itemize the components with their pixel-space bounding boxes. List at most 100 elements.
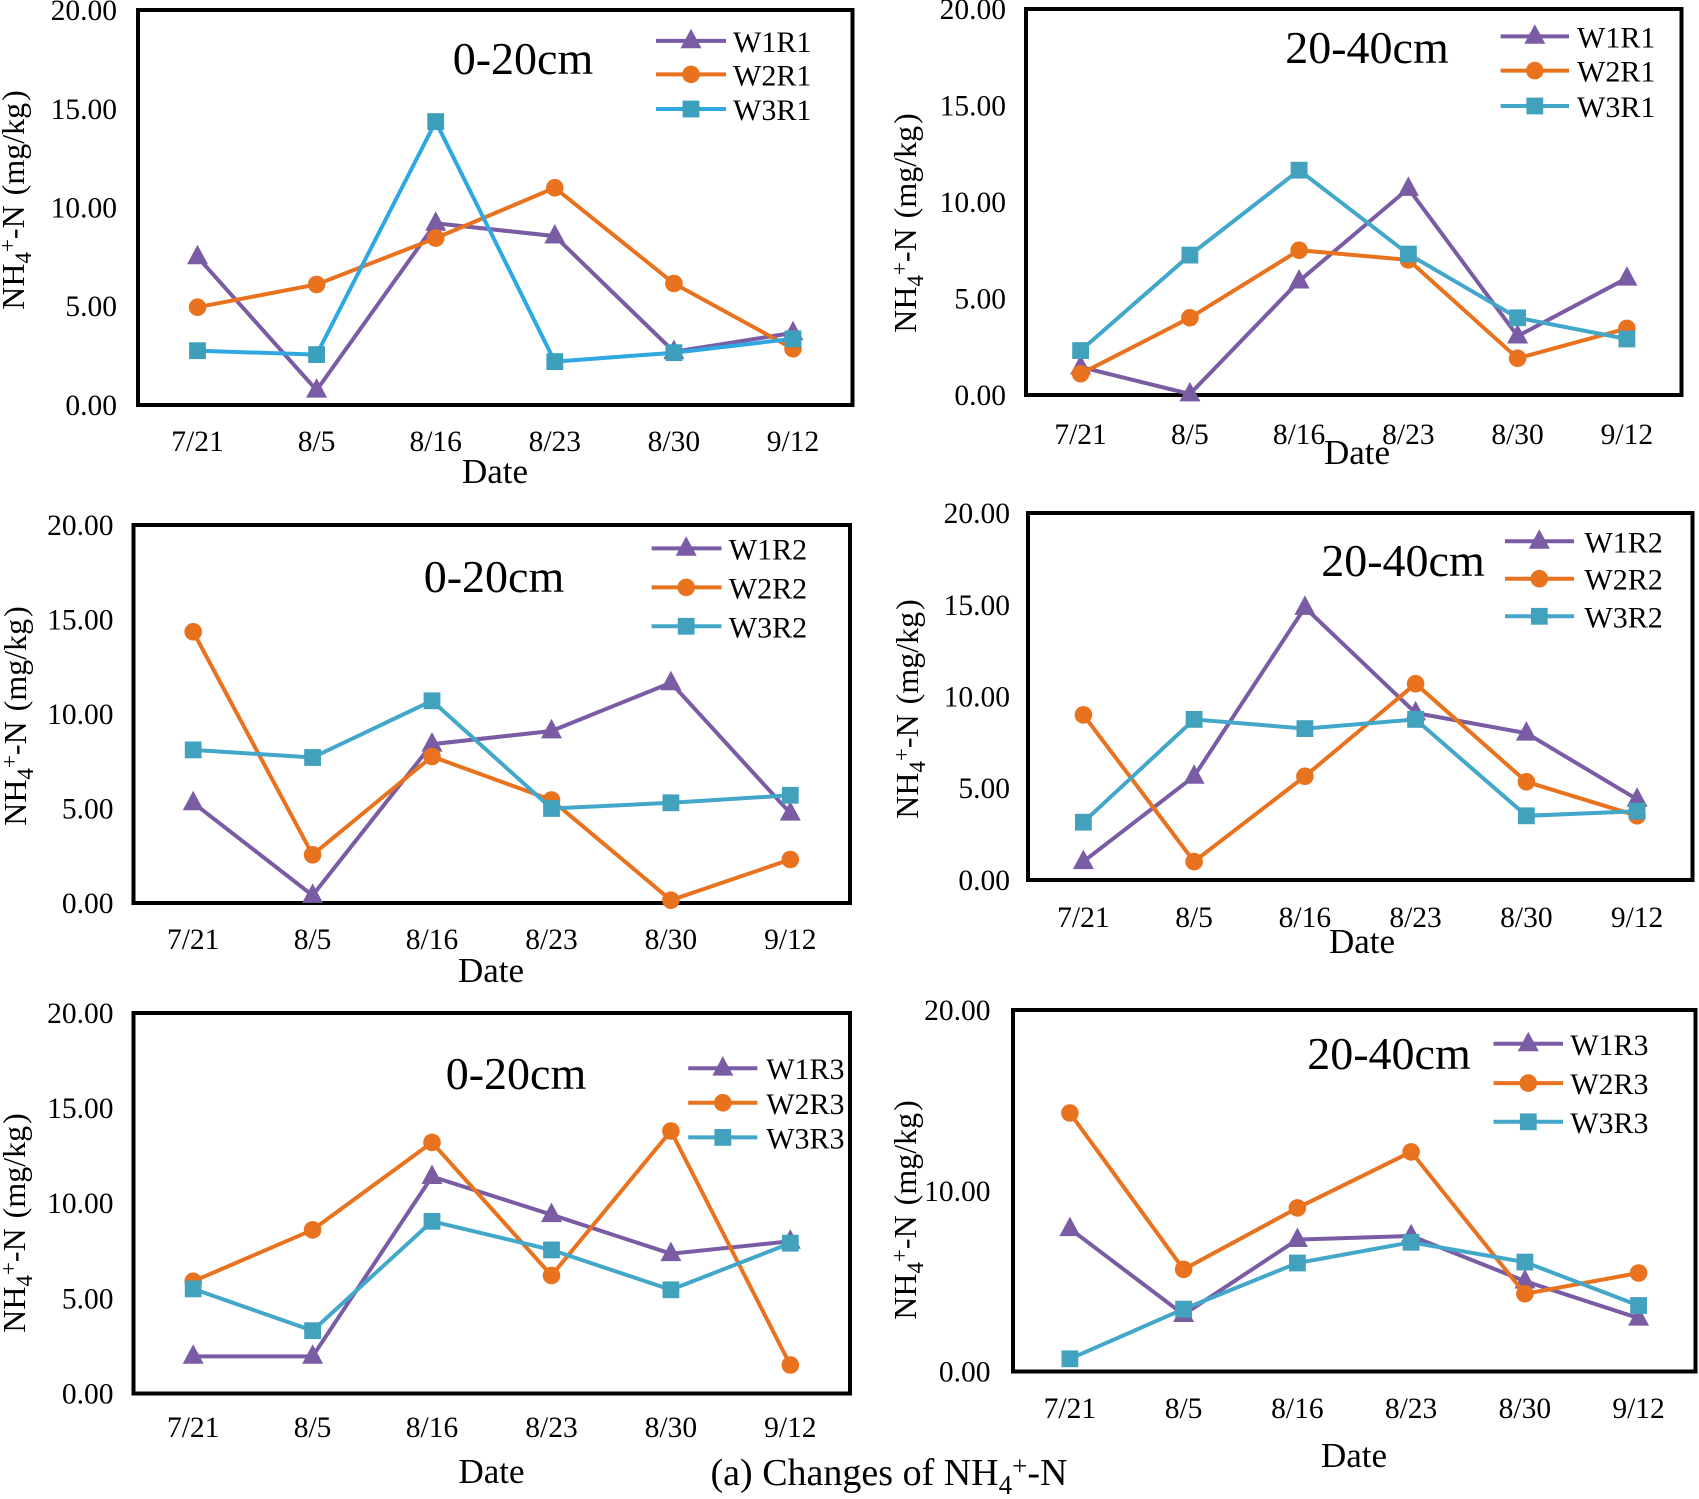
svg-text:Date: Date <box>458 951 524 990</box>
svg-text:0.00: 0.00 <box>954 380 1006 412</box>
svg-text:9/12: 9/12 <box>767 426 819 458</box>
svg-text:7/21: 7/21 <box>167 924 219 956</box>
svg-text:NH4+-N (mg/kg): NH4+-N (mg/kg) <box>887 113 928 333</box>
svg-text:0.00: 0.00 <box>65 390 117 422</box>
svg-text:8/30: 8/30 <box>645 924 697 956</box>
svg-text:NH4+-N (mg/kg): NH4+-N (mg/kg) <box>889 599 930 819</box>
svg-text:W2R1: W2R1 <box>1577 56 1655 89</box>
svg-text:20.00: 20.00 <box>924 995 990 1027</box>
svg-text:10.00: 10.00 <box>51 193 117 225</box>
svg-text:NH4+-N (mg/kg): NH4+-N (mg/kg) <box>0 90 36 310</box>
svg-text:W1R3: W1R3 <box>1570 1029 1648 1062</box>
svg-text:5.00: 5.00 <box>65 291 117 323</box>
svg-text:W3R1: W3R1 <box>1577 91 1655 124</box>
svg-text:8/5: 8/5 <box>1175 902 1213 934</box>
svg-text:10.00: 10.00 <box>47 1188 113 1220</box>
svg-text:8/23: 8/23 <box>525 1412 577 1444</box>
svg-text:15.00: 15.00 <box>940 91 1006 123</box>
svg-text:Date: Date <box>458 1452 524 1491</box>
svg-text:8/5: 8/5 <box>298 426 336 458</box>
svg-text:W1R2: W1R2 <box>1584 526 1662 559</box>
svg-text:8/16: 8/16 <box>406 1412 458 1444</box>
svg-text:W3R1: W3R1 <box>733 94 811 127</box>
svg-text:9/12: 9/12 <box>1612 1393 1664 1425</box>
svg-text:8/16: 8/16 <box>406 924 458 956</box>
svg-text:8/16: 8/16 <box>1279 902 1331 934</box>
svg-text:8/16: 8/16 <box>409 426 461 458</box>
svg-text:W1R2: W1R2 <box>729 533 807 566</box>
svg-text:W1R3: W1R3 <box>766 1053 844 1086</box>
svg-text:0-20cm: 0-20cm <box>453 33 594 84</box>
svg-text:0-20cm: 0-20cm <box>446 1048 587 1099</box>
svg-text:15.00: 15.00 <box>51 94 117 126</box>
svg-text:W2R2: W2R2 <box>1584 564 1662 597</box>
svg-text:7/21: 7/21 <box>1054 419 1106 451</box>
svg-text:W2R3: W2R3 <box>1570 1068 1648 1101</box>
svg-text:8/23: 8/23 <box>1389 902 1441 934</box>
svg-text:9/12: 9/12 <box>764 924 816 956</box>
svg-text:10.00: 10.00 <box>924 1176 990 1208</box>
svg-text:Date: Date <box>462 452 528 491</box>
svg-text:7/21: 7/21 <box>1057 902 1109 934</box>
svg-text:20-40cm: 20-40cm <box>1285 22 1449 73</box>
svg-text:0.00: 0.00 <box>939 1357 991 1389</box>
svg-text:10.00: 10.00 <box>940 187 1006 219</box>
svg-text:5.00: 5.00 <box>62 794 114 826</box>
svg-text:20-40cm: 20-40cm <box>1307 1028 1471 1079</box>
svg-text:W3R3: W3R3 <box>1570 1107 1648 1140</box>
svg-text:5.00: 5.00 <box>954 284 1006 316</box>
svg-text:10.00: 10.00 <box>944 682 1010 714</box>
svg-text:20.00: 20.00 <box>51 0 117 27</box>
svg-text:7/21: 7/21 <box>167 1412 219 1444</box>
svg-text:W2R1: W2R1 <box>733 59 811 92</box>
svg-text:Date: Date <box>1321 1436 1387 1475</box>
svg-text:Date: Date <box>1329 922 1395 961</box>
svg-text:0.00: 0.00 <box>62 888 114 920</box>
svg-text:NH4+-N (mg/kg): NH4+-N (mg/kg) <box>887 1100 928 1320</box>
svg-text:7/21: 7/21 <box>1044 1393 1096 1425</box>
svg-text:W2R3: W2R3 <box>766 1088 844 1121</box>
svg-text:5.00: 5.00 <box>958 773 1010 805</box>
svg-text:8/30: 8/30 <box>645 1412 697 1444</box>
svg-text:8/5: 8/5 <box>1171 419 1209 451</box>
svg-text:8/16: 8/16 <box>1271 1393 1323 1425</box>
svg-text:8/5: 8/5 <box>294 1412 332 1444</box>
svg-text:NH4+-N (mg/kg): NH4+-N (mg/kg) <box>0 606 38 826</box>
svg-text:15.00: 15.00 <box>944 590 1010 622</box>
svg-text:8/23: 8/23 <box>1385 1393 1437 1425</box>
svg-text:10.00: 10.00 <box>47 699 113 731</box>
svg-text:NH4+-N (mg/kg): NH4+-N (mg/kg) <box>0 1113 37 1333</box>
svg-text:8/23: 8/23 <box>529 426 581 458</box>
svg-text:8/16: 8/16 <box>1273 419 1325 451</box>
svg-text:20.00: 20.00 <box>940 0 1006 26</box>
svg-text:15.00: 15.00 <box>47 1093 113 1125</box>
svg-text:W3R3: W3R3 <box>766 1122 844 1155</box>
svg-text:9/12: 9/12 <box>764 1412 816 1444</box>
svg-text:8/30: 8/30 <box>1491 419 1543 451</box>
svg-text:W3R2: W3R2 <box>729 611 807 644</box>
svg-text:W2R2: W2R2 <box>729 572 807 605</box>
svg-text:9/12: 9/12 <box>1601 419 1653 451</box>
svg-text:8/30: 8/30 <box>648 426 700 458</box>
svg-text:8/30: 8/30 <box>1500 902 1552 934</box>
svg-text:0.00: 0.00 <box>62 1379 114 1411</box>
svg-text:5.00: 5.00 <box>62 1283 114 1315</box>
svg-text:0-20cm: 0-20cm <box>424 551 565 602</box>
svg-text:20.00: 20.00 <box>47 510 113 542</box>
svg-text:8/5: 8/5 <box>1165 1393 1203 1425</box>
svg-text:8/30: 8/30 <box>1499 1393 1551 1425</box>
svg-text:W3R2: W3R2 <box>1584 601 1662 634</box>
svg-text:W1R1: W1R1 <box>1577 21 1655 54</box>
svg-text:20-40cm: 20-40cm <box>1321 535 1485 586</box>
svg-text:7/21: 7/21 <box>171 426 223 458</box>
svg-text:8/5: 8/5 <box>294 924 332 956</box>
svg-text:15.00: 15.00 <box>47 605 113 637</box>
svg-text:20.00: 20.00 <box>944 498 1010 530</box>
svg-text:Date: Date <box>1324 433 1390 472</box>
svg-text:W1R1: W1R1 <box>733 26 811 59</box>
svg-text:8/23: 8/23 <box>525 924 577 956</box>
svg-text:8/23: 8/23 <box>1382 419 1434 451</box>
svg-text:9/12: 9/12 <box>1611 902 1663 934</box>
svg-text:20.00: 20.00 <box>47 998 113 1030</box>
svg-text:0.00: 0.00 <box>958 865 1010 897</box>
